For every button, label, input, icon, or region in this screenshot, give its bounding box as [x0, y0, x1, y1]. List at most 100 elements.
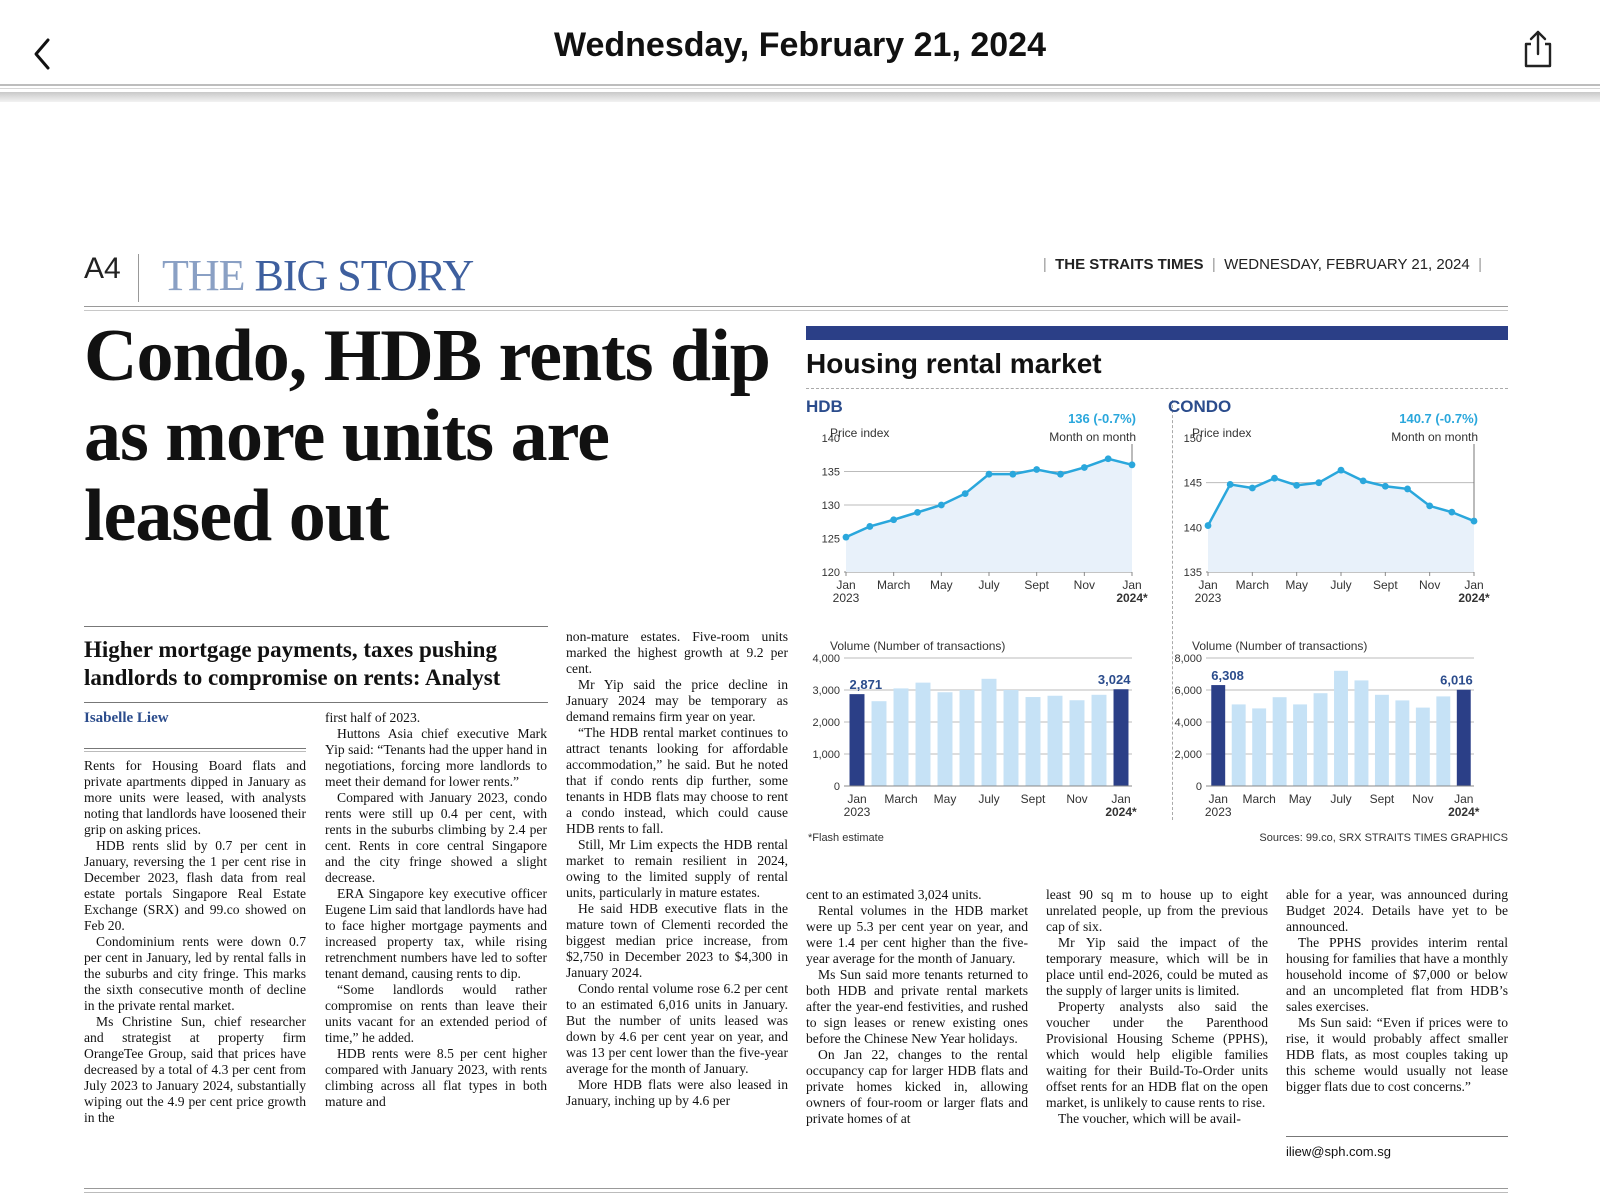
y-tick-label: 135 — [822, 467, 840, 479]
bar — [849, 694, 865, 786]
article-paragraph: Property analysts also said the voucher … — [1046, 999, 1268, 1110]
annotation-value: 136 (-0.7%) — [1068, 411, 1136, 426]
x-tick-label: 2024* — [1116, 591, 1148, 605]
x-tick-label: Sept — [1021, 792, 1046, 806]
data-point — [1404, 485, 1411, 493]
article-paragraph: able for a year, was announced during Bu… — [1286, 887, 1508, 934]
x-tick-label: March — [877, 578, 910, 592]
section-title-main: BIG STORY — [244, 251, 475, 300]
article-paragraph: cent to an estimated 3,024 units. — [806, 887, 982, 902]
y-axis-label: Price index — [830, 426, 889, 440]
bar — [893, 688, 909, 786]
x-tick-label: 2024* — [1105, 805, 1137, 819]
bar-value-label: 6,016 — [1440, 673, 1473, 688]
publication-name: THE STRAITS TIMES — [1055, 256, 1204, 273]
issue-date: Wednesday, February 21, 2024 — [554, 26, 1046, 64]
article-paragraph: Ms Christine Sun, chief researcher and s… — [84, 1014, 306, 1125]
y-tick-label: 8,000 — [1174, 653, 1202, 665]
x-tick-label: Nov — [1412, 792, 1433, 806]
x-tick-label: March — [1242, 792, 1275, 806]
x-tick-label: 2023 — [833, 591, 860, 605]
bar — [1334, 670, 1348, 786]
graphic-title: Housing rental market — [806, 348, 1102, 379]
x-tick-label: May — [1285, 578, 1308, 592]
bar — [1025, 697, 1041, 786]
data-point — [985, 470, 993, 478]
y-tick-label: 0 — [834, 781, 840, 793]
bar — [1313, 693, 1328, 786]
x-tick-label: July — [1330, 578, 1351, 592]
article-paragraph: Still, Mr Lim expects the HDB rental mar… — [566, 837, 788, 900]
data-point — [1359, 477, 1367, 485]
x-tick-label: Jan — [1454, 792, 1473, 806]
article-column-1: Rents for Housing Board flats and privat… — [84, 758, 306, 1126]
data-point — [1448, 508, 1456, 516]
data-point — [1315, 479, 1323, 487]
annotation-label: Month on month — [1049, 430, 1136, 444]
data-point — [1337, 466, 1345, 474]
article-paragraph: non-mature estates. Five-room units mark… — [566, 629, 788, 676]
bar — [915, 682, 931, 786]
article-paragraph: least 90 sq m to house up to eight unrel… — [1046, 887, 1268, 934]
headline: Condo, HDB rents dip as more units are l… — [84, 315, 771, 557]
article-paragraph: “Some landlords would rather compromise … — [325, 982, 547, 1045]
section-title-prefix: THE — [162, 251, 246, 300]
bar — [1456, 689, 1471, 786]
article-paragraph: Huttons Asia chief executive Mark Yip sa… — [325, 726, 547, 789]
data-point — [1033, 466, 1041, 473]
panel-title: CONDO — [1168, 397, 1231, 416]
y-tick-label: 4,000 — [1174, 717, 1202, 729]
bar — [1211, 685, 1226, 786]
byline: Isabelle Liew — [84, 710, 169, 726]
y-tick-label: 3,000 — [812, 685, 840, 697]
area-fill — [846, 458, 1132, 572]
data-point — [937, 501, 945, 509]
subheadline-rule — [84, 702, 548, 703]
article-column-5: least 90 sq m to house up to eight unrel… — [1046, 887, 1268, 1127]
masthead-divider: | — [1211, 256, 1216, 273]
data-point — [1271, 474, 1278, 482]
bar — [959, 690, 975, 786]
bar — [1415, 707, 1430, 786]
bar — [1069, 700, 1085, 786]
article-column-3: non-mature estates. Five-room units mark… — [566, 629, 788, 1109]
article-paragraph: HDB rents were 8.5 per cent higher compa… — [325, 1046, 547, 1109]
article-paragraph: first half of 2023. — [325, 710, 421, 725]
x-tick-label: July — [1330, 792, 1351, 806]
article-paragraph: Condo rental volume rose 6.2 per cent to… — [566, 981, 788, 1076]
article-paragraph: On Jan 22, changes to the rental occupan… — [806, 1047, 1028, 1126]
data-point — [1009, 470, 1017, 478]
y-tick-label: 1,000 — [812, 749, 840, 761]
article-paragraph: The voucher, which will be avail- — [1058, 1111, 1241, 1126]
back-button[interactable] — [30, 36, 58, 72]
y-tick-label: 6,000 — [1174, 685, 1202, 697]
bar — [1272, 697, 1287, 786]
graphic-sources: Sources: 99.co, SRX STRAITS TIMES GRAPHI… — [1259, 832, 1508, 844]
byline-rule — [84, 751, 306, 752]
data-point — [1204, 522, 1212, 529]
subheadline-rule — [84, 626, 548, 627]
annotation-label: Month on month — [1391, 430, 1478, 444]
x-tick-label: Jan — [1198, 578, 1217, 592]
masthead: | THE STRAITS TIMES | WEDNESDAY, FEBRUAR… — [1043, 256, 1482, 273]
page-bottom-rule — [84, 1188, 1508, 1189]
graphic-divider — [806, 388, 1508, 389]
article-paragraph: Mr Yip said the impact of the temporary … — [1046, 935, 1268, 998]
bar — [1231, 704, 1246, 786]
share-button[interactable] — [1520, 28, 1556, 70]
x-tick-label: Jan — [1111, 792, 1130, 806]
hdb-price-index-chart: HDB Price index 136 (-0.7%) Month on month 1… — [806, 397, 1148, 605]
condo-volume-chart: Volume (Number of transactions) 0 2,000 4,0… — [1174, 639, 1479, 819]
data-point — [1226, 481, 1234, 488]
section-title: THE BIG STORY — [162, 250, 475, 301]
x-tick-label: 2023 — [844, 805, 871, 819]
page-bottom-rule — [84, 1192, 1508, 1193]
header-divider — [138, 254, 139, 302]
bar — [1047, 695, 1063, 786]
bar-value-label: 2,871 — [850, 677, 883, 692]
author-email: iliew@sph.com.sg — [1286, 1144, 1391, 1159]
x-tick-label: Jan — [1209, 792, 1228, 806]
data-point — [890, 516, 898, 524]
bar — [1293, 704, 1308, 786]
masthead-divider: | — [1478, 256, 1482, 273]
